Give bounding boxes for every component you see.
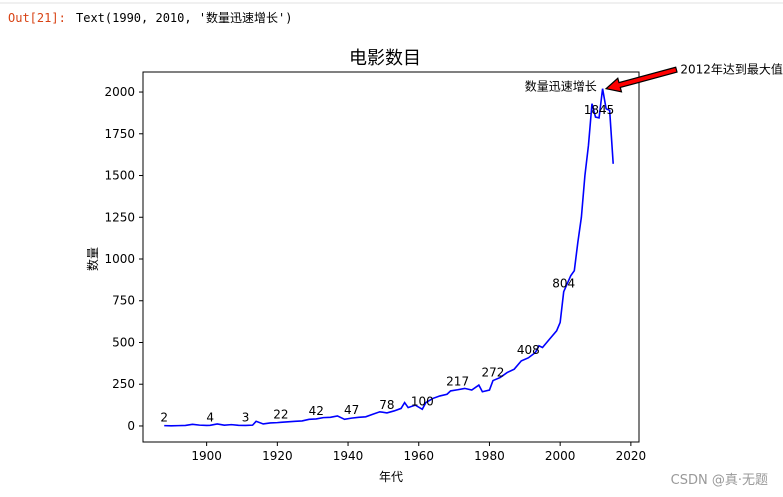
output-text: Text(1990, 2010, '数量迅速增长') [76, 10, 293, 25]
x-tick-label: 1960 [403, 449, 434, 463]
y-tick-label: 250 [112, 377, 135, 391]
y-axis-label: 数量 [85, 247, 100, 271]
data-label: 4 [206, 410, 214, 424]
data-label: 3 [242, 410, 250, 424]
data-label: 100 [411, 394, 434, 408]
x-tick-label: 1900 [191, 449, 222, 463]
y-tick-label: 1500 [104, 169, 135, 183]
data-label: 78 [379, 398, 394, 412]
data-label: 47 [344, 403, 359, 417]
watermark: CSDN @真·无题 [671, 473, 768, 488]
data-label: 2 [160, 411, 168, 425]
x-tick-label: 1920 [262, 449, 293, 463]
x-tick-label: 1980 [474, 449, 505, 463]
y-tick-label: 1000 [104, 252, 135, 266]
output-prompt: Out[21]: [8, 11, 66, 25]
annotation-arrow [604, 66, 678, 93]
data-label: 22 [273, 407, 288, 421]
x-axis-label: 年代 [379, 470, 403, 484]
data-line [164, 88, 614, 427]
data-label: 1845 [584, 103, 615, 117]
data-label: 217 [446, 375, 469, 389]
y-tick-label: 0 [127, 419, 135, 433]
x-tick-label: 2000 [545, 449, 576, 463]
x-tick-label: 2020 [616, 449, 647, 463]
y-tick-label: 1750 [104, 127, 135, 141]
data-label: 408 [517, 343, 540, 357]
plot-frame [142, 71, 640, 443]
y-tick-label: 500 [112, 335, 135, 349]
annotation: 数量迅速增长 [525, 78, 597, 93]
data-label: 804 [552, 277, 575, 291]
data-label: 272 [482, 366, 505, 380]
data-label: 42 [309, 404, 324, 418]
y-tick-label: 1250 [104, 210, 135, 224]
y-tick-label: 2000 [104, 85, 135, 99]
x-tick-label: 1940 [333, 449, 364, 463]
annotation: 2012年达到最大值 [680, 62, 783, 77]
chart-title: 电影数目 [349, 48, 421, 69]
y-tick-label: 750 [112, 294, 135, 308]
